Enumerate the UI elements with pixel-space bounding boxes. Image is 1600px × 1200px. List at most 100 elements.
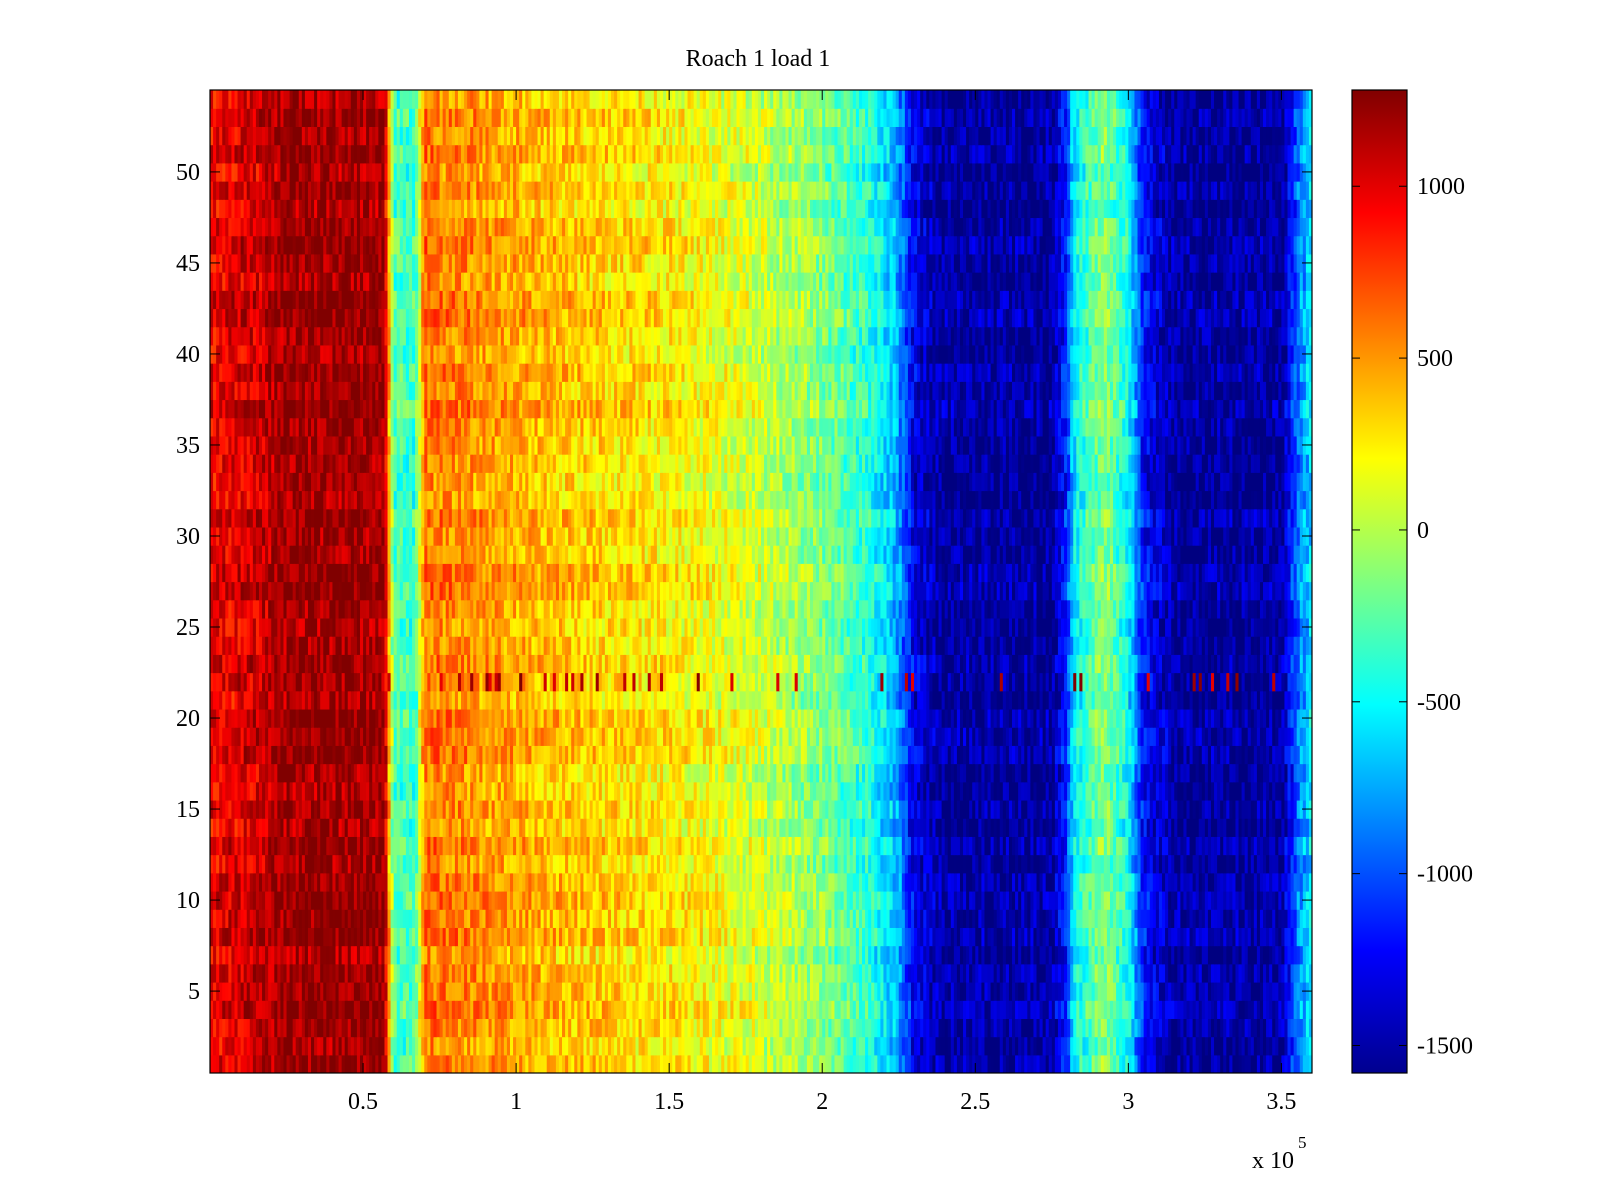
heatmap-cell bbox=[693, 1018, 698, 1038]
heatmap-cell bbox=[436, 981, 441, 1001]
heatmap-cell bbox=[304, 1036, 309, 1056]
heatmap-cell bbox=[280, 1036, 285, 1056]
heatmap-cell bbox=[1174, 1036, 1178, 1056]
heatmap-cell bbox=[1128, 1036, 1132, 1056]
heatmap-cell bbox=[907, 1018, 912, 1038]
heatmap-cell bbox=[1002, 1018, 1007, 1038]
heatmap-cell bbox=[277, 963, 281, 983]
heatmap-cell bbox=[969, 1054, 973, 1073]
heatmap-cell bbox=[1045, 1000, 1050, 1019]
heatmap-cell bbox=[981, 1054, 986, 1073]
heatmap-cell bbox=[1281, 1054, 1286, 1073]
heatmap-cell bbox=[375, 1036, 379, 1056]
heatmap-cell bbox=[632, 1036, 637, 1056]
heatmap-cell bbox=[1103, 1018, 1108, 1038]
heatmap-cell bbox=[880, 981, 885, 1001]
heatmap-cell bbox=[549, 1018, 554, 1038]
heatmap-cell bbox=[886, 981, 891, 1001]
heatmap-cell bbox=[497, 1000, 502, 1019]
heatmap-cell bbox=[1244, 1036, 1249, 1056]
heatmap-cell bbox=[531, 1036, 536, 1056]
heatmap-cell bbox=[779, 1000, 784, 1019]
heatmap-cell bbox=[265, 1036, 269, 1056]
heatmap-cell bbox=[470, 963, 474, 983]
heatmap-cell bbox=[528, 963, 533, 983]
heatmap-cell bbox=[935, 981, 940, 1001]
heatmap-cell bbox=[237, 1000, 242, 1019]
heatmap-cell bbox=[791, 1036, 796, 1056]
heatmap-cell bbox=[883, 1018, 888, 1038]
heatmap-cell bbox=[797, 981, 802, 1001]
heatmap-cell bbox=[617, 1000, 621, 1019]
heatmap-cell bbox=[461, 1036, 465, 1056]
heatmap-cell bbox=[513, 981, 517, 1001]
heatmap-cell bbox=[978, 1018, 982, 1038]
heatmap-cell bbox=[402, 1000, 407, 1019]
heatmap-cell bbox=[892, 1036, 897, 1056]
heatmap-cell bbox=[252, 1018, 257, 1038]
heatmap-cell bbox=[522, 1018, 526, 1038]
heatmap-cell bbox=[712, 1054, 716, 1073]
heatmap-cell bbox=[262, 1000, 266, 1019]
heatmap-cell bbox=[546, 981, 551, 1001]
heatmap-cell bbox=[359, 1036, 364, 1056]
heatmap-cell bbox=[926, 1018, 930, 1038]
heatmap-cell bbox=[500, 1054, 505, 1073]
heatmap-cell bbox=[442, 1018, 447, 1038]
heatmap-cell bbox=[451, 963, 456, 983]
heatmap-cell bbox=[1005, 1018, 1010, 1038]
heatmap-cell bbox=[929, 1036, 934, 1056]
heatmap-cell bbox=[724, 1054, 728, 1073]
heatmap-cell bbox=[1214, 1018, 1218, 1038]
heatmap-cell bbox=[589, 1036, 594, 1056]
heatmap-cell bbox=[513, 1036, 517, 1056]
heatmap-cell bbox=[243, 1054, 248, 1073]
heatmap-cell bbox=[904, 1054, 909, 1073]
heatmap-cell bbox=[1210, 981, 1215, 1001]
heatmap-cell bbox=[907, 1000, 912, 1019]
heatmap-cell bbox=[696, 1036, 701, 1056]
heatmap-cell bbox=[252, 1054, 257, 1073]
heatmap-cell bbox=[705, 981, 710, 1001]
heatmap-cell bbox=[1054, 1018, 1059, 1038]
heatmap-cell bbox=[1131, 1000, 1136, 1019]
heatmap-cell bbox=[1079, 1036, 1084, 1056]
heatmap-cell bbox=[828, 1018, 832, 1038]
heatmap-cell bbox=[1180, 1000, 1185, 1019]
heatmap-cell bbox=[1259, 1054, 1264, 1073]
heatmap-cell bbox=[574, 1054, 578, 1073]
heatmap-cell bbox=[1128, 981, 1132, 1001]
heatmap-cell bbox=[626, 1036, 630, 1056]
heatmap-cell bbox=[488, 1018, 493, 1038]
heatmap-cell bbox=[1204, 1000, 1209, 1019]
heatmap-cell bbox=[721, 1018, 725, 1038]
heatmap-cell bbox=[531, 963, 536, 983]
heatmap-cell bbox=[387, 1054, 392, 1073]
heatmap-cell bbox=[1122, 1000, 1126, 1019]
heatmap-cell bbox=[607, 1000, 612, 1019]
heatmap-cell bbox=[1088, 1054, 1093, 1073]
heatmap-cell bbox=[809, 1036, 814, 1056]
heatmap-cell bbox=[317, 1000, 321, 1019]
heatmap-cell bbox=[1119, 1054, 1123, 1073]
heatmap-cell bbox=[356, 981, 361, 1001]
heatmap-cell bbox=[1027, 1054, 1031, 1073]
heatmap-cell bbox=[485, 981, 490, 1001]
heatmap-cell bbox=[1036, 1054, 1041, 1073]
heatmap-cell bbox=[1229, 981, 1234, 1001]
heatmap-cell bbox=[690, 1054, 695, 1073]
heatmap-cell bbox=[895, 1036, 900, 1056]
heatmap-cell bbox=[809, 981, 814, 1001]
heatmap-cell bbox=[574, 1000, 578, 1019]
heatmap-cell bbox=[408, 1054, 413, 1073]
heatmap-cell bbox=[451, 1054, 456, 1073]
heatmap-cell bbox=[601, 981, 606, 1001]
heatmap-cell bbox=[739, 1036, 744, 1056]
heatmap-cell bbox=[611, 981, 615, 1001]
chart-title: Roach 1 load 1 bbox=[686, 46, 831, 72]
heatmap-cell bbox=[1042, 1036, 1047, 1056]
heatmap-cell bbox=[589, 1018, 594, 1038]
heatmap-cell bbox=[910, 1000, 915, 1019]
heatmap-cell bbox=[779, 1018, 784, 1038]
heatmap-cell bbox=[761, 981, 765, 1001]
